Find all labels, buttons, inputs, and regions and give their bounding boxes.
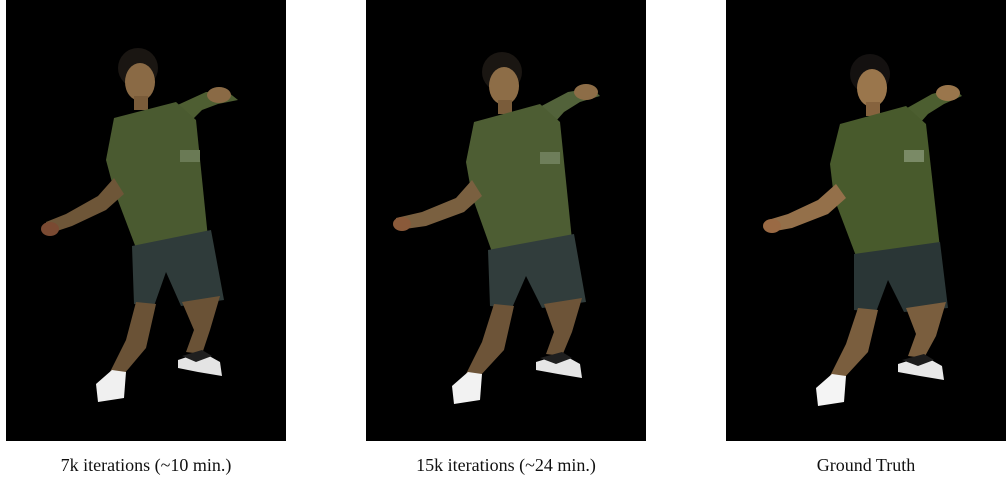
person-ground-truth-image (763, 54, 962, 406)
render-panel-ground-truth (726, 0, 1006, 441)
caption-ground-truth: Ground Truth (816, 455, 916, 475)
render-panel-7k (6, 0, 286, 441)
caption-7k-iterations: 7k iterations (~10 min.) (60, 455, 232, 475)
caption-15k-iterations: 15k iterations (~24 min.) (416, 455, 596, 475)
person-render-image (41, 48, 238, 402)
render-panel-15k (366, 0, 646, 441)
person-render-image (393, 52, 600, 404)
